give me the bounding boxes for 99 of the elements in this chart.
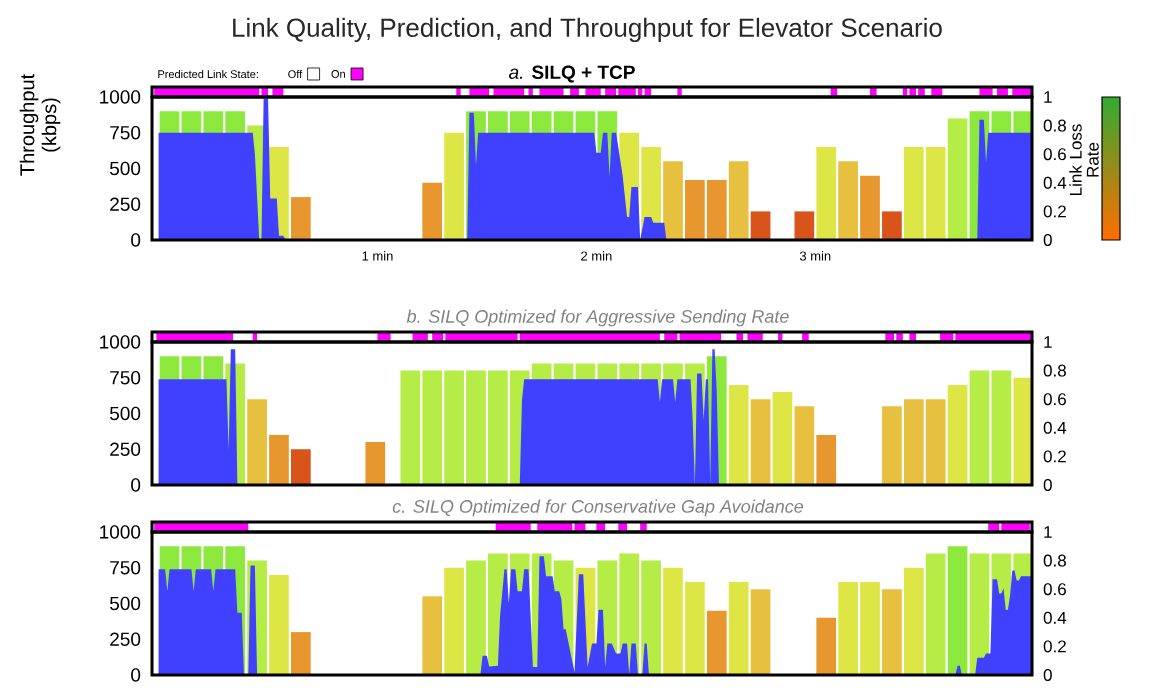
bar (816, 617, 837, 675)
bar (444, 370, 464, 485)
y2-tick-label: 1 (1044, 91, 1052, 103)
bar (991, 370, 1012, 485)
bar (291, 197, 311, 240)
legend-title: Predicted Link State: (158, 69, 258, 79)
y2-tick-label: 0.2 (1043, 450, 1066, 463)
y-tick-label: 0 (131, 233, 141, 247)
y2-tick-label: 0.8 (1043, 119, 1066, 132)
y-tick-label: 1000 (100, 90, 141, 104)
bar (794, 406, 815, 485)
bar (400, 370, 421, 485)
bar (291, 632, 311, 675)
y-tick-label: 0 (131, 668, 141, 682)
x-tick-label: 2 min (581, 251, 612, 261)
bar (882, 211, 902, 240)
y2-tick-label: 0.2 (1043, 205, 1066, 218)
y2-tick-label: 1 (1044, 336, 1052, 348)
y-tick-label: 1000 (100, 525, 141, 539)
y2-tick-label: 0.4 (1043, 176, 1067, 189)
bar (750, 589, 771, 675)
y-tick-label: 750 (110, 126, 141, 140)
bar (269, 574, 289, 675)
y2-tick-label: 0.6 (1043, 583, 1066, 596)
bar (444, 567, 464, 675)
bar (422, 370, 443, 485)
bar (685, 179, 705, 240)
y2-tick-label: 0.8 (1043, 554, 1066, 567)
bar (685, 582, 705, 675)
y-tick-label: 750 (110, 371, 141, 385)
bar (947, 546, 968, 675)
bar (816, 434, 837, 485)
bar (947, 118, 968, 240)
y-tick-label: 500 (109, 596, 141, 611)
bar (269, 434, 289, 485)
bar (772, 392, 793, 485)
y2-tick-label: 0 (1043, 478, 1052, 491)
y-tick-label: 750 (110, 561, 141, 575)
bar (247, 399, 267, 485)
y-tick-label: 500 (109, 406, 141, 421)
bar (860, 582, 880, 675)
chart-title: c. SILQ Optimized for Conservative Gap Avoidance (392, 499, 804, 517)
bar (488, 370, 508, 485)
bar (925, 553, 946, 675)
bar (838, 161, 858, 240)
x-tick-label: 3 min (799, 251, 831, 261)
bar (663, 161, 683, 240)
bar (641, 560, 661, 675)
bar (750, 211, 771, 240)
chart-subtitle: a. SILQ + TCP (509, 65, 635, 83)
bar (728, 384, 749, 485)
bar (663, 567, 683, 675)
bar (706, 179, 727, 240)
x-tick-label: 1 min (362, 251, 393, 261)
y2-tick-label: 0 (1043, 233, 1052, 246)
color-bar-title: Link Loss Rate (1069, 124, 1099, 195)
bar (860, 175, 880, 240)
y-tick-label: 250 (110, 632, 141, 646)
bar (838, 582, 858, 675)
bar (816, 147, 837, 240)
chart-title: b. SILQ Optimized for Aggressive Sending Rate (406, 309, 789, 327)
y-tick-label: 250 (110, 197, 141, 211)
text: On (331, 70, 345, 78)
bar (728, 161, 749, 240)
bar (466, 560, 486, 675)
bar (903, 147, 924, 240)
y2-tick-label: 0.6 (1043, 393, 1066, 406)
bar (925, 399, 946, 485)
y-tick-label: 500 (109, 161, 141, 176)
bar (365, 442, 386, 485)
bar (422, 182, 443, 240)
bar (882, 406, 902, 485)
bar (794, 211, 815, 240)
y2-tick-label: 1 (1044, 526, 1052, 538)
bar (422, 596, 443, 675)
y2-tick-label: 0.4 (1043, 611, 1067, 624)
y2-tick-label: 0.6 (1043, 148, 1066, 161)
y2-tick-label: 0.4 (1043, 421, 1067, 434)
bar (882, 589, 902, 675)
bar (750, 399, 771, 485)
text: Off (288, 69, 303, 79)
y-tick-label: 0 (131, 478, 141, 492)
bar (903, 567, 924, 675)
bar (925, 147, 946, 240)
bar (466, 370, 486, 485)
bar (444, 132, 464, 240)
bar (903, 399, 924, 485)
y2-tick-label: 0.8 (1043, 364, 1066, 377)
bar (291, 449, 311, 485)
bar (969, 370, 990, 485)
y2-tick-label: 0.2 (1043, 640, 1066, 653)
y-tick-label: 250 (110, 442, 141, 456)
y-axis-title: Throughput (kbps) (19, 73, 61, 176)
chart-title: Link Quality, Prediction, and Throughput for Elevator Scenario (233, 17, 942, 43)
bar (728, 582, 749, 675)
bar (706, 610, 727, 675)
y2-tick-label: 0 (1043, 668, 1052, 681)
bar (947, 384, 968, 485)
y-tick-label: 1000 (100, 335, 141, 349)
